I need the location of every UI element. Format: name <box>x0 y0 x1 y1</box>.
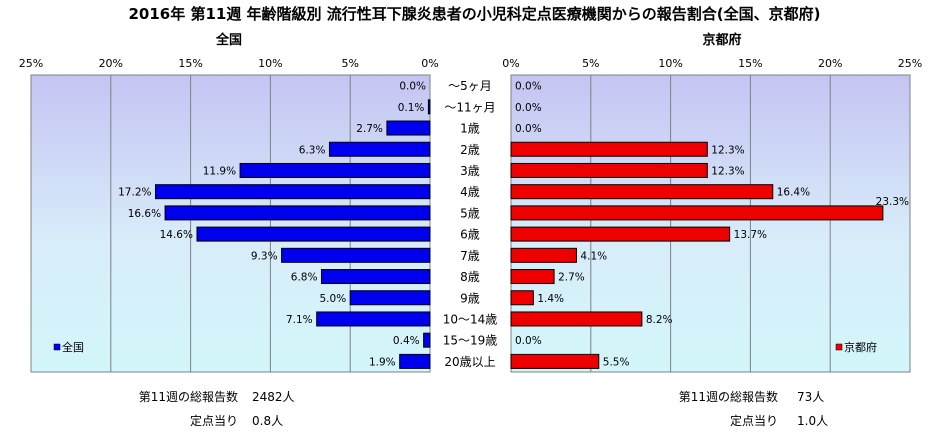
national-bar <box>349 290 431 306</box>
category-label: ～11ヶ月 <box>444 100 495 114</box>
category-label: 7歳 <box>460 249 480 263</box>
category-label: 8歳 <box>460 270 480 284</box>
national-value-label: 6.8% <box>291 272 318 284</box>
kyoto-tick-label: 25% <box>898 57 922 70</box>
national-bar <box>386 120 431 136</box>
category-label: 2歳 <box>460 143 480 157</box>
kyoto-value-label: 4.1% <box>580 250 607 262</box>
national-value-label: 5.0% <box>320 293 347 305</box>
kyoto-bar <box>510 311 643 327</box>
kyoto-value-label: 23.3% <box>876 196 909 208</box>
kyoto-value-label: 0.0% <box>515 335 542 347</box>
national-bar <box>164 205 431 221</box>
kyoto-per-site-label: 定点当り <box>729 414 778 428</box>
national-bar <box>316 311 431 327</box>
category-label: 10～14歳 <box>443 312 498 326</box>
national-per-site-label: 定点当り <box>189 414 238 428</box>
category-label: 3歳 <box>460 164 480 178</box>
kyoto-bar <box>510 205 884 221</box>
category-label: 5歳 <box>460 206 480 220</box>
national-tick-label: 20% <box>99 57 123 70</box>
national-tick-label: 0% <box>421 57 438 70</box>
kyoto-value-label: 2.7% <box>558 272 585 284</box>
national-bar <box>239 162 431 178</box>
kyoto-tick-label: 10% <box>658 57 682 70</box>
kyoto-value-label: 16.4% <box>777 187 810 199</box>
national-value-label: 0.4% <box>393 335 420 347</box>
kyoto-per-site-value: 1.0人 <box>797 414 829 428</box>
kyoto-bar <box>510 247 577 263</box>
kyoto-value-label: 5.5% <box>603 356 630 368</box>
kyoto-value-label: 0.0% <box>515 102 542 114</box>
national-bar <box>154 184 431 200</box>
national-total-label: 第11週の総報告数 <box>138 390 238 404</box>
kyoto-value-label: 13.7% <box>734 229 767 241</box>
kyoto-panel-title: 京都府 <box>702 32 741 48</box>
category-label: ～5ヶ月 <box>448 79 492 93</box>
national-value-label: 0.1% <box>398 102 425 114</box>
national-value-label: 1.9% <box>369 356 396 368</box>
kyoto-tick-label: 20% <box>818 57 842 70</box>
category-label: 1歳 <box>460 122 480 136</box>
kyoto-value-label: 12.3% <box>711 144 744 156</box>
kyoto-value-label: 0.0% <box>515 81 542 93</box>
kyoto-tick-label: 15% <box>738 57 762 70</box>
category-label: 4歳 <box>460 185 480 199</box>
national-value-label: 11.9% <box>203 165 236 177</box>
national-legend-swatch <box>53 343 61 351</box>
national-value-label: 9.3% <box>251 250 278 262</box>
national-bar <box>427 99 431 115</box>
national-value-label: 7.1% <box>286 314 313 326</box>
category-label: 20歳以上 <box>444 355 495 369</box>
kyoto-bar <box>510 184 774 200</box>
kyoto-bar <box>510 226 731 242</box>
national-value-label: 16.6% <box>128 208 161 220</box>
national-value-label: 0.0% <box>399 81 426 93</box>
national-value-label: 17.2% <box>118 187 151 199</box>
kyoto-tick-label: 0% <box>502 57 519 70</box>
national-panel-title: 全国 <box>215 32 242 48</box>
national-value-label: 2.7% <box>356 123 383 135</box>
category-label: 15～19歳 <box>443 334 498 348</box>
national-plot-area <box>30 74 431 373</box>
kyoto-value-label: 8.2% <box>646 314 673 326</box>
national-bar <box>320 269 431 285</box>
kyoto-plot-area <box>510 74 911 373</box>
kyoto-legend-swatch <box>835 343 843 351</box>
national-tick-label: 15% <box>178 57 202 70</box>
kyoto-bar <box>510 290 534 306</box>
chart-title: 2016年 第11週 年齢階級別 流行性耳下腺炎患者の小児科定点医療機関からの報… <box>128 5 821 23</box>
national-legend-label: 全国 <box>62 340 84 354</box>
kyoto-value-label: 12.3% <box>711 165 744 177</box>
national-panel: 0% 5% 10% 15% 20% 25% 全国 0.0% 0.1% 2.7% 6.3% 11.9% 1… <box>19 32 439 373</box>
kyoto-bar <box>510 162 708 178</box>
kyoto-value-label: 0.0% <box>515 123 542 135</box>
kyoto-bar <box>510 353 600 369</box>
national-per-site-value: 0.8人 <box>252 414 284 428</box>
national-value-label: 14.6% <box>160 229 193 241</box>
kyoto-value-label: 1.4% <box>537 293 564 305</box>
national-tick-label: 5% <box>341 57 358 70</box>
kyoto-total-value: 73人 <box>797 390 825 404</box>
national-bar <box>328 141 431 157</box>
kyoto-total-label: 第11週の総報告数 <box>678 390 778 404</box>
national-bar <box>423 332 431 348</box>
kyoto-legend-label: 京都府 <box>844 340 877 354</box>
national-bar <box>399 353 431 369</box>
national-value-label: 6.3% <box>299 144 326 156</box>
national-bar <box>281 247 431 263</box>
national-bar <box>196 226 431 242</box>
kyoto-bar <box>510 141 708 157</box>
category-label: 6歳 <box>460 228 480 242</box>
category-label: 9歳 <box>460 291 480 305</box>
national-tick-label: 10% <box>258 57 282 70</box>
national-tick-label: 25% <box>19 57 43 70</box>
kyoto-tick-label: 5% <box>582 57 599 70</box>
national-total-value: 2482人 <box>252 390 295 404</box>
kyoto-bar <box>510 269 555 285</box>
kyoto-panel: 0% 5% 10% 15% 20% 25% 京都府 0.0% 0.0% 0.0% 12.3% 12.3… <box>502 32 922 373</box>
category-labels: ～5ヶ月 ～11ヶ月 1歳 2歳 3歳 4歳 5歳 6歳 7歳 8歳 9歳 10～14歳 15～19歳 2… <box>443 79 498 369</box>
